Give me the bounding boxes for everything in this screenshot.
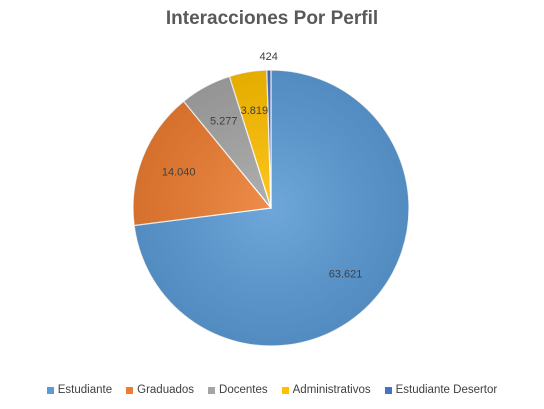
legend-swatch (384, 386, 392, 394)
data-label-estudiante-desertor: 424 (260, 51, 278, 63)
legend-item-graduados: Graduados (126, 384, 194, 396)
legend-label: Estudiante Desertor (395, 384, 498, 396)
legend-swatch (208, 386, 216, 394)
chart-legend: Estudiante Graduados Docentes Administrativ… (0, 384, 544, 396)
data-label-docentes: 5.277 (210, 116, 238, 128)
legend-swatch (126, 386, 134, 394)
legend-swatch (281, 386, 289, 394)
legend-item-administrativos: Administrativos (281, 384, 371, 396)
legend-swatch (46, 386, 54, 394)
legend-label: Docentes (219, 384, 268, 396)
legend-label: Estudiante (57, 384, 113, 396)
data-label-administrativos: 3.819 (241, 105, 269, 117)
legend-label: Graduados (137, 384, 195, 396)
legend-item-estudiante: Estudiante (46, 384, 113, 396)
data-label-graduados: 14.040 (162, 166, 196, 178)
data-label-estudiante: 63.621 (329, 269, 363, 281)
chart-title: Interacciones Por Perfil (165, 8, 379, 29)
legend-item-docentes: Docentes (208, 384, 268, 396)
legend-label: Administrativos (292, 384, 371, 396)
legend-item-estudiante-desertor: Estudiante Desertor (384, 384, 498, 396)
